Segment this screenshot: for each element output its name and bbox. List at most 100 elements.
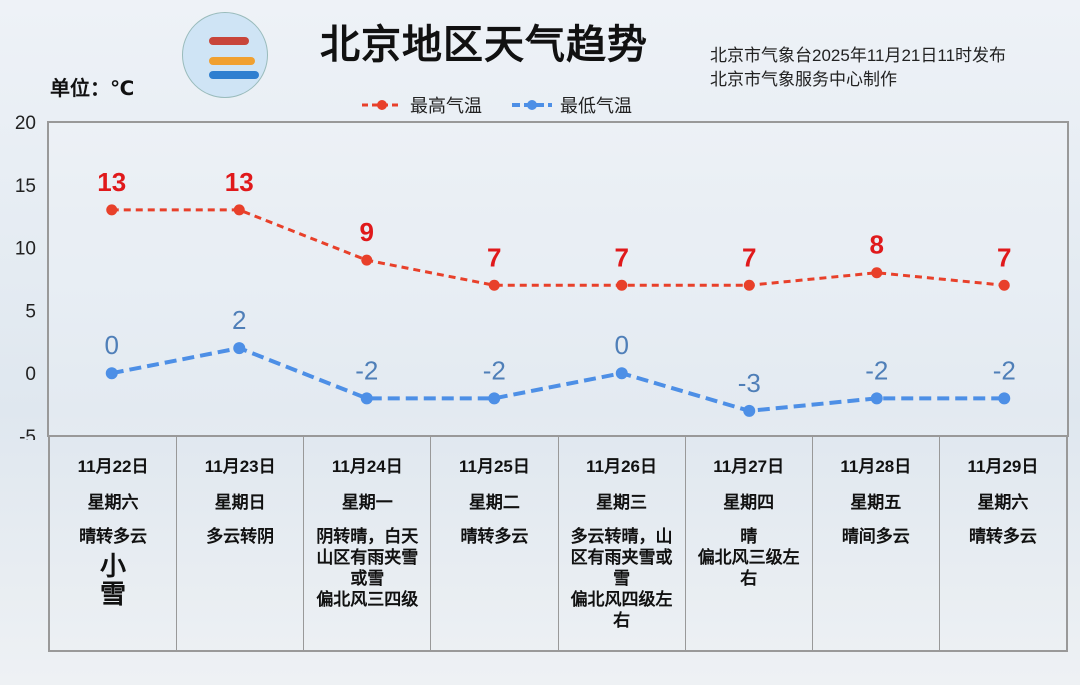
legend-low-marker-icon [512, 100, 552, 110]
weather-line: 偏北风三级左 [697, 548, 800, 567]
day-column: 11月25日 星期二晴转多云 [431, 436, 559, 650]
y-tick-label: 5 [25, 301, 36, 322]
day-date: 11月24日 [331, 457, 403, 476]
low-temp-point [743, 404, 756, 417]
day-date: 11月25日 [458, 457, 530, 476]
producer: 北京市气象服务中心制作 [710, 70, 897, 89]
weather-line: 山区有雨夹雪 [316, 548, 419, 567]
day-weather: 晴转多云 [431, 526, 557, 547]
high-temp-point [233, 204, 245, 216]
day-weather: 晴转多云 [50, 526, 176, 547]
low-temp-point [998, 392, 1011, 405]
issue-time: 北京市气象台2025年11月21日11时发布 [710, 46, 1007, 65]
low-temp-point [105, 367, 118, 380]
day-weekday: 星期二 [468, 493, 520, 512]
day-weather: 晴偏北风三级左右 [686, 526, 812, 589]
low-temp-label: -2 [355, 355, 378, 385]
legend-low: 最低气温 [510, 92, 632, 118]
meteorological-service-logo [182, 12, 268, 98]
weather-line: 晴转多云 [79, 527, 148, 546]
high-temp-point [871, 267, 883, 279]
legend-low-label: 最低气温 [560, 96, 632, 116]
day-date: 11月28日 [840, 457, 912, 476]
y-tick-label: 20 [15, 113, 36, 134]
low-temp-label: -2 [865, 355, 888, 385]
forecast-table: 11月22日 星期六 晴转多云小雪 11月23日 星期日 多云转阴 11月24日 星期一 阴转晴… [48, 436, 1068, 652]
weather-line: 阴转晴，白天 [316, 527, 419, 546]
low-temp-point [488, 392, 501, 405]
weather-line: 偏北风四级左 [570, 590, 673, 609]
weather-line: 晴 [740, 527, 758, 546]
day-column: 11月27日 星期四晴偏北风三级左右 [686, 436, 813, 650]
high-temp-label: 8 [870, 230, 884, 260]
y-tick-label: -5 [19, 427, 36, 440]
day-weekday: 星期一 [341, 493, 393, 512]
high-temp-point [488, 279, 500, 291]
high-temp-point [106, 204, 118, 216]
legend-high-marker-icon [362, 100, 402, 110]
day-weather: 晴转多云 [940, 526, 1066, 547]
y-tick-label: 10 [15, 239, 36, 260]
weather-line: 多云转阴 [206, 527, 275, 546]
day-date: 11月23日 [204, 457, 276, 476]
high-temp-label: 7 [615, 242, 629, 272]
solar-term-badge: 小雪 [100, 552, 127, 610]
unit-label: 单位：℃ [50, 78, 135, 100]
weather-line: 右 [740, 569, 758, 588]
low-temp-label: 0 [105, 330, 119, 360]
day-weekday: 星期四 [723, 493, 775, 512]
high-temp-point [361, 254, 373, 266]
day-column: 11月23日 星期日多云转阴 [177, 436, 305, 650]
low-temp-line [111, 346, 1005, 413]
day-column: 11月24日 星期一 阴转晴，白天 山区有雨夹雪 或雪 偏北风三四级 [304, 436, 432, 650]
legend-high-label: 最高气温 [410, 96, 482, 116]
day-column: 11月29日 星期六晴转多云 [940, 436, 1066, 650]
low-temp-label: 2 [232, 305, 246, 335]
day-weekday: 星期日 [214, 493, 266, 512]
high-temp-point [998, 279, 1010, 291]
high-temp-label: 7 [487, 242, 501, 272]
weather-line: 多云转晴，山 [570, 527, 673, 546]
plot-area [47, 121, 1069, 437]
low-temp-label: -2 [483, 355, 506, 385]
issuer-info: 北京市气象台2025年11月21日11时发布 北京市气象服务中心制作 [710, 44, 1006, 92]
weather-line: 晴间多云 [841, 527, 910, 546]
legend: 最高气温 最低气温 [360, 92, 632, 118]
weather-line: 或雪 [350, 569, 385, 588]
weather-line: 雪 [613, 569, 631, 588]
high-temp-label: 13 [225, 167, 254, 197]
y-tick-label: 15 [15, 176, 36, 197]
day-column: 11月22日 星期六晴转多云小雪 [50, 436, 178, 650]
low-temp-point [870, 392, 883, 405]
day-weekday: 星期五 [850, 493, 902, 512]
weather-line: 晴转多云 [968, 527, 1037, 546]
high-temp-point [616, 279, 628, 291]
low-temp-label: -3 [738, 368, 761, 398]
day-weekday: 星期三 [596, 493, 648, 512]
low-temp-point [233, 342, 246, 355]
day-weather: 多云转阴 [177, 526, 303, 547]
y-tick-label: 0 [25, 364, 36, 385]
low-temp-point [615, 367, 628, 380]
day-date: 11月29日 [967, 457, 1039, 476]
low-temp-label: -2 [993, 355, 1016, 385]
weather-line: 右 [613, 611, 631, 630]
high-temp-label: 9 [360, 217, 374, 247]
day-column: 11月26日 星期三 多云转晴，山 区有雨夹雪或雪偏北风四级左右 [559, 436, 686, 650]
page-title: 北京地区天气趋势 [320, 23, 648, 67]
high-temp-label: 7 [997, 242, 1011, 272]
day-weekday: 星期六 [87, 493, 139, 512]
legend-high: 最高气温 [360, 92, 482, 118]
low-temp-point [360, 392, 373, 405]
day-weather: 多云转晴，山 区有雨夹雪或雪偏北风四级左右 [559, 526, 685, 631]
day-date: 11月22日 [77, 457, 149, 476]
high-temp-point [743, 279, 755, 291]
low-temp-label: 0 [615, 330, 629, 360]
temperature-chart: 20 15 10 5 0 -5 13 13 9 7 7 7 8 7 0 2 -2 -2 0 -3 -2 -2 [15, 113, 1069, 440]
day-column: 11月28日 星期五晴间多云 [813, 436, 940, 650]
high-temp-label: 13 [97, 167, 126, 197]
weather-line: 晴转多云 [460, 527, 529, 546]
day-date: 11月26日 [586, 457, 657, 476]
day-weekday: 星期六 [977, 493, 1029, 512]
high-temp-label: 7 [742, 242, 756, 272]
